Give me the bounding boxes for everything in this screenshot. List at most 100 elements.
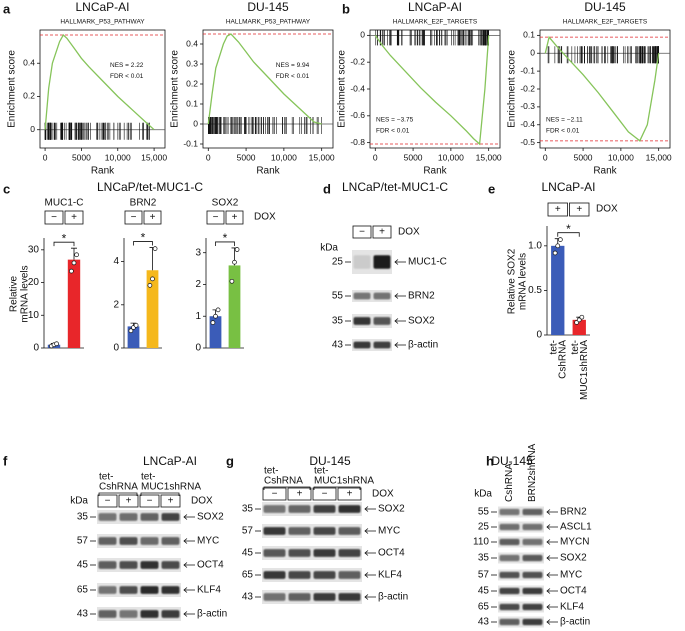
- band: [313, 593, 336, 601]
- marker-label: 35: [478, 553, 490, 564]
- replicate-point: [557, 237, 563, 242]
- lane-label: +: [379, 227, 385, 238]
- plot-frame: [202, 29, 334, 149]
- band: [373, 317, 391, 325]
- panel-letter: a: [3, 1, 11, 16]
- chart-subtitle: HALLMARK_P53_PATHWAY: [60, 19, 145, 26]
- band: [140, 537, 159, 545]
- significance-mark: *: [566, 222, 571, 236]
- protein-label: MYCN: [560, 537, 589, 548]
- y-tick-label: 0.3: [186, 58, 198, 68]
- lane-label: BRN2shRNA: [527, 443, 538, 502]
- band: [313, 549, 336, 557]
- group-label: tet-: [141, 472, 155, 483]
- band: [499, 523, 520, 531]
- band: [288, 593, 311, 601]
- lane-label: +: [297, 489, 303, 500]
- band: [522, 508, 543, 516]
- y-tick-label: 2: [195, 279, 201, 290]
- significance-bracket: [53, 241, 75, 247]
- y-tick-label: -0.5: [520, 137, 535, 147]
- replicate-point: [579, 314, 585, 320]
- y-tick-label: 0: [195, 343, 201, 354]
- band: [140, 561, 159, 569]
- treatment-label: +: [150, 212, 156, 223]
- band: [98, 537, 117, 545]
- x-tick-label: 15,000: [646, 152, 672, 162]
- y-tick-label: 2: [113, 299, 119, 310]
- protein-label: OCT4: [560, 586, 587, 597]
- marker-label: 65: [77, 585, 89, 596]
- band: [373, 292, 391, 300]
- x-tick-label: 5000: [404, 152, 423, 162]
- replicate-point: [128, 328, 134, 334]
- protein-label: BRN2: [560, 507, 587, 518]
- annotation: FDR < 0.01: [276, 73, 310, 80]
- marker-label: 43: [242, 592, 254, 603]
- protein-arrow: [394, 293, 406, 299]
- y-tick-label: 20: [28, 277, 40, 288]
- panel-letter: d: [323, 181, 331, 196]
- protein-arrow: [394, 342, 406, 348]
- annotation: NES = 2.22: [110, 62, 144, 69]
- band: [499, 618, 520, 626]
- chart-title: DU-145: [247, 0, 289, 14]
- x-axis-label: Rank: [91, 166, 115, 177]
- band: [98, 513, 117, 521]
- protein-arrow: [183, 611, 195, 617]
- y-tick-label: 0: [33, 343, 39, 354]
- marker-label: 35: [77, 512, 89, 523]
- band: [263, 571, 286, 579]
- significance-bracket: [215, 241, 235, 246]
- treatment-label: −: [131, 212, 137, 223]
- y-axis-label: mRNA levels: [518, 253, 529, 310]
- band: [353, 255, 371, 269]
- protein-label: SOX2: [378, 504, 405, 515]
- treatment-label: +: [71, 212, 77, 223]
- band: [98, 610, 117, 618]
- band: [522, 603, 543, 611]
- protein-arrow: [183, 562, 195, 568]
- blot-strip: [498, 616, 544, 628]
- band: [263, 505, 286, 513]
- bar: [551, 245, 565, 335]
- treatment-name: DOX: [191, 496, 213, 507]
- y-tick-label: -0.8: [350, 137, 365, 147]
- treatment-label: −: [213, 212, 219, 223]
- x-tick-label: 15,000: [309, 152, 335, 162]
- lane-label: +: [126, 496, 132, 507]
- y-axis-label: Enrichment score: [170, 50, 181, 128]
- y-tick-label: 0.4: [23, 57, 35, 67]
- group-label: MUC1shRNA: [314, 476, 374, 487]
- y-tick-label: 0: [360, 30, 365, 40]
- band: [161, 561, 180, 569]
- y-axis-label: Enrichment score: [7, 50, 18, 128]
- replicate-point: [552, 250, 558, 256]
- error-bar: [71, 247, 77, 260]
- treatment-box: [64, 210, 84, 225]
- x-axis-label: Rank: [593, 166, 617, 177]
- marker-label: 43: [478, 617, 490, 628]
- y-tick-label: -0.2: [520, 83, 535, 93]
- bar: [67, 259, 81, 348]
- lane-label: +: [168, 496, 174, 507]
- lane-box: [287, 487, 312, 501]
- x-tick-label: 5000: [72, 152, 91, 162]
- y-axis-label: Enrichment score: [337, 50, 348, 128]
- y-tick-label: 30: [28, 244, 40, 255]
- band: [499, 554, 520, 562]
- significance-mark: *: [141, 231, 146, 245]
- significance-bracket: [133, 241, 153, 246]
- chart-title: DU-145: [584, 0, 626, 14]
- protein-arrow: [364, 594, 376, 600]
- blot-strip: [498, 569, 544, 581]
- band: [338, 505, 361, 513]
- blot-strip: [262, 546, 362, 560]
- band: [499, 571, 520, 579]
- protein-arrow: [364, 528, 376, 534]
- protein-label: KLF4: [560, 602, 584, 613]
- marker-label: 57: [77, 536, 89, 547]
- protein-arrow: [183, 514, 195, 520]
- panel-letter: b: [342, 1, 350, 16]
- x-tick-label: 5000: [574, 152, 593, 162]
